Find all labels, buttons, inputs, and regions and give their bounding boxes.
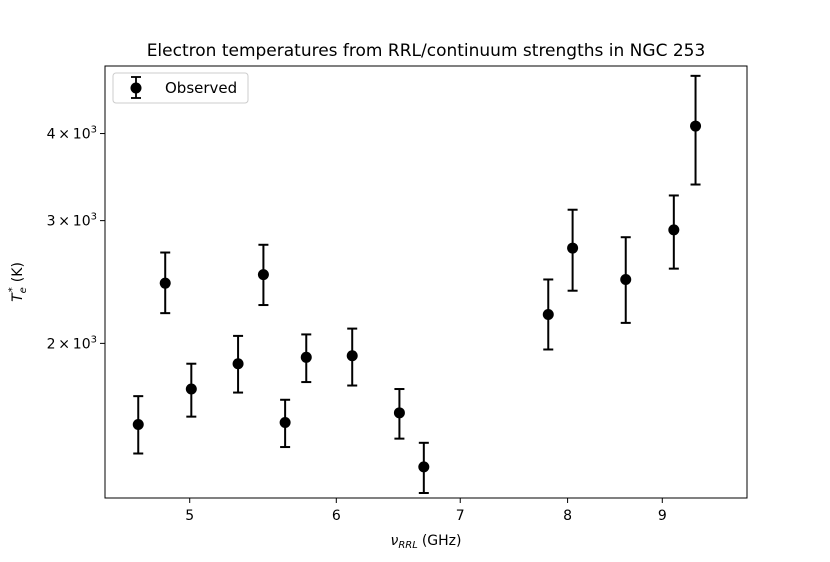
x-tick-label: 6 xyxy=(332,508,341,524)
legend: Observed xyxy=(112,72,249,104)
x-tick-label: 9 xyxy=(658,508,667,524)
legend-box xyxy=(112,72,249,104)
data-point-marker xyxy=(132,418,144,430)
x-axis-subscript: RRL xyxy=(398,540,417,551)
y-axis-superscript: * xyxy=(7,287,18,292)
chart-title: Electron temperatures from RRL/continuum… xyxy=(147,41,706,61)
x-tick-label: 7 xyxy=(456,508,465,524)
data-point xyxy=(542,278,554,351)
data-point xyxy=(159,251,171,315)
data-point-marker xyxy=(300,351,312,363)
legend-marker xyxy=(130,82,142,94)
x-axis-symbol: ν xyxy=(391,533,399,549)
data-points xyxy=(132,74,702,494)
y-tick-label: 2 × 103 xyxy=(47,334,97,352)
data-point xyxy=(300,333,312,384)
data-point-marker xyxy=(257,269,269,281)
data-point xyxy=(185,362,197,418)
x-axis-unit: (GHz) xyxy=(422,533,462,549)
data-point-marker xyxy=(159,277,171,289)
y-tick-label: 4 × 103 xyxy=(47,125,97,143)
data-point xyxy=(257,243,269,307)
data-point-marker xyxy=(690,120,702,132)
data-point-marker xyxy=(232,358,244,370)
data-point-marker xyxy=(346,350,358,362)
data-point xyxy=(620,236,632,324)
data-point xyxy=(690,74,702,186)
data-point-marker xyxy=(620,273,632,285)
y-axis-subscript: e xyxy=(18,287,29,293)
data-point xyxy=(346,327,358,387)
x-tick-label: 5 xyxy=(185,508,194,524)
data-point xyxy=(132,395,144,455)
svg-text:Te*(K): Te* (K) xyxy=(7,262,29,302)
data-point-marker xyxy=(279,416,291,428)
data-point xyxy=(668,194,680,270)
y-axis-ticks: 2 × 103 3 × 103 4 × 103 xyxy=(47,125,105,352)
y-tick-label: 3 × 103 xyxy=(47,212,97,230)
y-axis-symbol: T xyxy=(10,292,26,302)
data-point-marker xyxy=(185,383,197,395)
legend-label: Observed xyxy=(165,79,237,97)
data-point xyxy=(232,334,244,394)
data-point xyxy=(393,388,405,440)
x-tick-label: 8 xyxy=(563,508,572,524)
x-axis-label: νRRL (GHz) xyxy=(391,533,462,551)
data-point xyxy=(567,208,579,292)
data-point-marker xyxy=(542,309,554,321)
x-axis-ticks: 5 6 7 8 9 xyxy=(185,498,667,524)
data-point xyxy=(279,398,291,449)
y-axis-unit: (K) xyxy=(10,262,26,282)
data-point-marker xyxy=(393,407,405,419)
data-point-marker xyxy=(668,224,680,236)
data-point xyxy=(418,441,430,494)
plot-frame xyxy=(104,65,748,499)
data-point-marker xyxy=(567,242,579,254)
y-axis-label: Te* (K) xyxy=(7,262,29,302)
data-point-marker xyxy=(418,461,430,473)
